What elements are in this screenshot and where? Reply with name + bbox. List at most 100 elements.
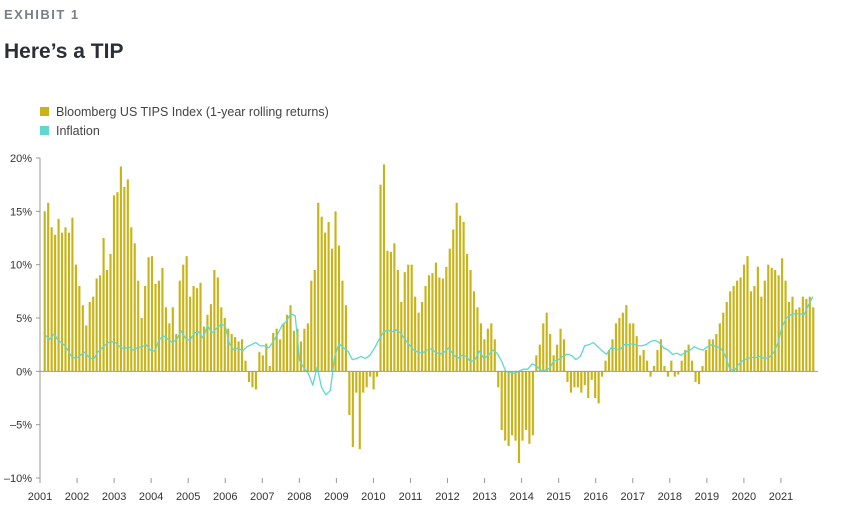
tips-bar — [105, 270, 109, 372]
tips-bar — [268, 366, 271, 372]
tips-bar — [123, 186, 126, 372]
tips-bar — [64, 227, 67, 372]
x-tick-label: 2014 — [509, 491, 533, 503]
tips-bar — [227, 328, 230, 372]
tips-bar — [673, 371, 676, 377]
tips-bar — [244, 360, 247, 372]
tips-bar — [362, 371, 365, 393]
tips-bar — [469, 270, 472, 372]
tips-bar — [161, 267, 164, 372]
tips-bar — [511, 371, 514, 436]
tips-bar — [192, 286, 195, 372]
tips-bar — [251, 371, 254, 388]
tips-bar — [576, 371, 579, 388]
tips-bar — [753, 286, 756, 372]
tips-bar — [324, 232, 327, 372]
y-tick-label: 0% — [16, 366, 32, 378]
tips-bar — [348, 371, 351, 416]
tips-bar — [50, 227, 53, 372]
tips-bar — [777, 275, 780, 372]
tips-bar — [466, 254, 469, 372]
tips-bar — [531, 371, 534, 436]
tips-bar — [351, 371, 354, 448]
tips-bar — [594, 371, 597, 398]
tips-bar — [791, 296, 794, 372]
tips-bar — [639, 355, 642, 372]
tips-bar — [240, 339, 244, 372]
tips-bar — [407, 264, 410, 372]
legend-item-tips: Bloomberg US TIPS Index (1-year rolling … — [40, 102, 329, 121]
tips-bar — [230, 334, 233, 372]
x-tick-label: 2018 — [658, 491, 682, 503]
tips-bar — [479, 323, 483, 372]
tips-bar — [434, 262, 437, 372]
tips-bar — [157, 280, 161, 372]
x-tick-label: 2013 — [472, 491, 496, 503]
tips-bar — [279, 339, 282, 372]
tips-bar — [524, 371, 528, 430]
tips-bar — [358, 371, 361, 450]
y-tick-label: –10% — [4, 473, 32, 485]
y-tick-label: –5% — [10, 420, 32, 432]
tips-bar — [656, 350, 659, 372]
tips-bar — [739, 277, 742, 372]
tips-bar — [711, 339, 714, 372]
tips-bar — [715, 334, 718, 372]
x-tick-label: 2010 — [361, 491, 385, 503]
tips-bar — [646, 360, 649, 372]
y-tick-label: 15% — [10, 206, 32, 218]
tips-bar — [483, 339, 486, 372]
tips-bar — [334, 211, 337, 372]
tips-bar — [774, 270, 777, 372]
tips-bar — [95, 278, 98, 372]
tips-bar — [175, 334, 178, 372]
tips-bar — [382, 164, 386, 372]
x-tick-label: 2017 — [621, 491, 645, 503]
tips-bar — [54, 234, 57, 372]
tips-bar — [43, 211, 46, 372]
tips-bar — [119, 166, 122, 372]
x-tick-label: 2019 — [695, 491, 719, 503]
tips-bar — [448, 248, 451, 372]
x-tick-label: 2004 — [139, 491, 163, 503]
tips-bar — [781, 258, 784, 372]
tips-bar — [306, 323, 309, 372]
tips-bar — [254, 371, 257, 390]
tips-bar — [393, 243, 396, 372]
tips-bar — [805, 298, 808, 372]
tips-bar — [372, 371, 375, 390]
tips-bar — [317, 202, 320, 372]
tips-bar — [742, 264, 746, 372]
tips-bar — [396, 270, 399, 372]
tips-bar — [389, 251, 392, 372]
legend-label-inflation: Inflation — [56, 123, 100, 138]
tips-bar — [289, 305, 292, 372]
tips-bar — [403, 272, 406, 372]
tips-bar — [649, 371, 652, 377]
tips-bar — [199, 282, 202, 372]
tips-bar — [99, 275, 102, 372]
tips-bar — [659, 339, 663, 372]
tips-bar — [459, 215, 462, 372]
legend-swatch-inflation — [40, 126, 49, 135]
tips-bar — [275, 328, 278, 372]
tips-bar — [424, 286, 427, 372]
tips-bar — [303, 328, 306, 372]
tips-bar — [677, 371, 680, 375]
tips-bar — [580, 371, 583, 393]
tips-bar — [767, 264, 770, 372]
tips-bar — [607, 350, 611, 372]
tips-bar — [209, 304, 212, 372]
tips-bar — [784, 280, 787, 372]
tips-bar — [604, 360, 607, 372]
tips-bar — [601, 371, 604, 377]
tips-bar — [282, 323, 285, 372]
tips-bar — [344, 305, 347, 372]
tips-bar — [296, 328, 299, 372]
tips-bar — [88, 302, 91, 372]
tips-bar — [736, 280, 739, 372]
tips-bar — [265, 343, 268, 372]
tips-bar — [85, 325, 88, 372]
tips-bar — [514, 371, 517, 441]
tips-bar — [500, 371, 503, 430]
